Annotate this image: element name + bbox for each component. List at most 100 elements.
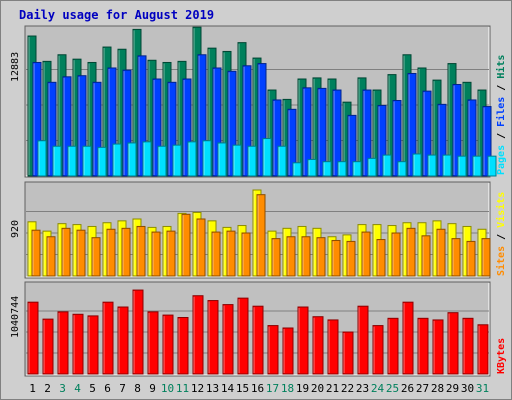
bar-kbytes bbox=[57, 311, 69, 375]
bar-sites bbox=[166, 230, 176, 277]
day-label: 18 bbox=[281, 382, 294, 395]
day-label: 16 bbox=[251, 382, 264, 395]
bar-pages bbox=[127, 142, 137, 177]
bar-sites bbox=[406, 227, 416, 277]
bar-sites bbox=[136, 225, 146, 277]
bar-kbytes bbox=[87, 315, 99, 375]
day-labels: 1 2 3 4 5 6 7 8 9 10 11 12 13 14 15 16 17 18 19 20 21 22 23 24 2… bbox=[29, 382, 489, 395]
day-label: 7 bbox=[119, 382, 126, 395]
series-sites bbox=[31, 194, 491, 277]
bar-files bbox=[452, 84, 462, 177]
bar-sites bbox=[451, 238, 461, 277]
bar-kbytes bbox=[252, 305, 264, 375]
day-label: 31 bbox=[476, 382, 489, 395]
day-label: 13 bbox=[206, 382, 219, 395]
bar-pages bbox=[442, 154, 452, 177]
bar-files bbox=[467, 99, 477, 177]
bar-kbytes bbox=[372, 325, 384, 375]
day-label: 6 bbox=[104, 382, 111, 395]
bar-kbytes bbox=[102, 301, 114, 375]
bar-pages bbox=[427, 154, 437, 177]
bar-pages bbox=[247, 145, 257, 177]
bar-pages bbox=[97, 146, 107, 177]
day-label: 30 bbox=[461, 382, 474, 395]
panel-kbytes: 1040744 KBytes bbox=[10, 281, 507, 377]
day-label: 26 bbox=[401, 382, 414, 395]
ymax-label: 920 bbox=[10, 220, 21, 238]
bar-files bbox=[137, 55, 147, 177]
bar-pages bbox=[367, 157, 377, 177]
bar-files bbox=[272, 99, 282, 177]
bar-sites bbox=[346, 240, 356, 277]
bar-files bbox=[317, 87, 327, 177]
bar-sites bbox=[376, 239, 386, 277]
bar-sites bbox=[391, 232, 401, 277]
bar-files bbox=[182, 78, 192, 177]
bar-kbytes bbox=[387, 317, 399, 375]
bar-kbytes bbox=[192, 295, 204, 375]
day-label: 25 bbox=[386, 382, 399, 395]
bar-sites bbox=[31, 229, 41, 277]
bar-files bbox=[377, 104, 387, 177]
bar-kbytes bbox=[417, 317, 429, 375]
day-label: 27 bbox=[416, 382, 429, 395]
bar-files bbox=[152, 78, 162, 177]
bar-sites bbox=[46, 236, 56, 277]
bar-sites bbox=[436, 228, 446, 277]
legend-item: / bbox=[496, 234, 507, 246]
bar-files bbox=[62, 76, 72, 177]
bar-files bbox=[92, 81, 102, 177]
bar-kbytes bbox=[237, 297, 249, 375]
legend-item: KBytes bbox=[496, 338, 507, 374]
day-label: 23 bbox=[356, 382, 369, 395]
bar-kbytes bbox=[312, 316, 324, 375]
bar-pages bbox=[232, 144, 242, 177]
bar-sites bbox=[91, 237, 101, 277]
bar-kbytes bbox=[267, 325, 279, 375]
day-label: 8 bbox=[134, 382, 141, 395]
bar-files bbox=[332, 89, 342, 177]
bar-sites bbox=[421, 235, 431, 277]
bar-files bbox=[482, 106, 492, 177]
bar-sites bbox=[331, 239, 341, 277]
bar-pages bbox=[337, 161, 347, 177]
ymax-label: 1040744 bbox=[10, 296, 21, 338]
bar-sites bbox=[226, 230, 236, 277]
bar-sites bbox=[361, 231, 371, 277]
bar-files bbox=[407, 72, 417, 177]
bar-pages bbox=[157, 145, 167, 177]
bar-pages bbox=[292, 162, 302, 177]
bar-sites bbox=[76, 229, 86, 277]
bar-sites bbox=[286, 236, 296, 277]
bar-sites bbox=[481, 238, 491, 277]
bar-files bbox=[422, 90, 432, 177]
day-label: 9 bbox=[149, 382, 156, 395]
day-label: 29 bbox=[446, 382, 459, 395]
day-label: 12 bbox=[191, 382, 204, 395]
bar-kbytes bbox=[477, 324, 489, 375]
bar-kbytes bbox=[207, 300, 219, 375]
bar-sites bbox=[316, 237, 326, 277]
day-label: 24 bbox=[371, 382, 385, 395]
legend-item: Hits bbox=[495, 55, 507, 85]
bar-pages bbox=[202, 140, 212, 177]
legend-label: Sites / Visits bbox=[495, 192, 507, 276]
bar-kbytes bbox=[327, 319, 339, 375]
bar-pages bbox=[112, 143, 122, 177]
bar-pages bbox=[67, 145, 77, 177]
day-label: 22 bbox=[341, 382, 354, 395]
day-label: 11 bbox=[176, 382, 189, 395]
bar-sites bbox=[466, 240, 476, 277]
bar-files bbox=[257, 63, 267, 177]
bar-files bbox=[212, 67, 222, 177]
bar-pages bbox=[277, 145, 287, 177]
bar-kbytes bbox=[282, 327, 294, 375]
bar-files bbox=[347, 114, 357, 177]
bar-files bbox=[167, 81, 177, 177]
bar-files bbox=[122, 69, 132, 177]
bar-pages bbox=[487, 155, 497, 177]
legend-item: Visits bbox=[495, 192, 507, 234]
day-label: 14 bbox=[221, 382, 235, 395]
bar-pages bbox=[187, 141, 197, 177]
series-kbytes bbox=[27, 289, 489, 375]
